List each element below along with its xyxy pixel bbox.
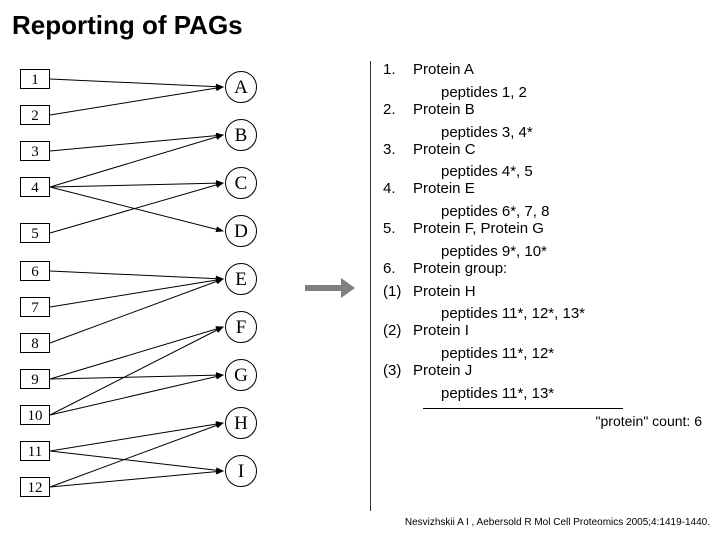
list-label: Protein F, Protein G bbox=[413, 220, 544, 237]
list-sub: peptides 9*, 10* bbox=[383, 243, 710, 260]
list-number: 1. bbox=[383, 61, 413, 80]
list-item: (2)Protein I bbox=[383, 322, 710, 341]
list-number: 4. bbox=[383, 180, 413, 199]
list-sub: peptides 1, 2 bbox=[383, 84, 710, 101]
peptide-box: 6 bbox=[20, 261, 50, 281]
list-label: Protein H bbox=[413, 283, 476, 300]
list-number: 5. bbox=[383, 220, 413, 239]
list-label: Protein A bbox=[413, 61, 474, 78]
list-label: Protein group: bbox=[413, 260, 507, 277]
protein-circle: I bbox=[225, 455, 257, 487]
list-number: (1) bbox=[383, 283, 413, 302]
citation-text: Nesvizhskii A I , Aebersold R Mol Cell P… bbox=[401, 516, 714, 529]
peptide-box: 5 bbox=[20, 223, 50, 243]
protein-circle: F bbox=[225, 311, 257, 343]
list-sub: peptides 3, 4* bbox=[383, 124, 710, 141]
list-label: Protein B bbox=[413, 101, 475, 118]
protein-circle: H bbox=[225, 407, 257, 439]
list-sub: peptides 11*, 12*, 13* bbox=[383, 305, 710, 322]
peptide-box: 8 bbox=[20, 333, 50, 353]
list-number: 3. bbox=[383, 141, 413, 160]
protein-circle: D bbox=[225, 215, 257, 247]
list-sub: peptides 4*, 5 bbox=[383, 163, 710, 180]
list-number: 6. bbox=[383, 260, 413, 279]
peptide-box: 10 bbox=[20, 405, 50, 425]
protein-count: "protein" count: 6 bbox=[383, 413, 710, 429]
peptide-box: 7 bbox=[20, 297, 50, 317]
diagram-content: 123456789101112ABCDEFGHI 1.Protein Apept… bbox=[0, 51, 720, 531]
protein-list: 1.Protein A peptides 1, 22.Protein B pepti… bbox=[370, 61, 710, 511]
list-item: 3.Protein C bbox=[383, 141, 710, 160]
arrow-icon bbox=[305, 276, 355, 300]
peptide-box: 12 bbox=[20, 477, 50, 497]
list-label: Protein I bbox=[413, 322, 469, 339]
list-sub: peptides 6*, 7, 8 bbox=[383, 203, 710, 220]
list-sub: peptides 11*, 12* bbox=[383, 345, 710, 362]
peptide-box: 9 bbox=[20, 369, 50, 389]
peptide-box: 1 bbox=[20, 69, 50, 89]
protein-circle: E bbox=[225, 263, 257, 295]
list-item: (1)Protein H bbox=[383, 283, 710, 302]
peptide-box: 11 bbox=[20, 441, 50, 461]
list-item: 4.Protein E bbox=[383, 180, 710, 199]
list-label: Protein E bbox=[413, 180, 475, 197]
list-item: (3)Protein J bbox=[383, 362, 710, 381]
peptide-box: 4 bbox=[20, 177, 50, 197]
list-label: Protein J bbox=[413, 362, 472, 379]
divider bbox=[423, 408, 623, 409]
list-item: 5.Protein F, Protein G bbox=[383, 220, 710, 239]
list-item: 1.Protein A bbox=[383, 61, 710, 80]
peptide-box: 2 bbox=[20, 105, 50, 125]
list-number: (3) bbox=[383, 362, 413, 381]
list-item: 6.Protein group: bbox=[383, 260, 710, 279]
edge-layer bbox=[20, 61, 350, 521]
protein-circle: C bbox=[225, 167, 257, 199]
list-label: Protein C bbox=[413, 141, 476, 158]
peptide-box: 3 bbox=[20, 141, 50, 161]
list-number: 2. bbox=[383, 101, 413, 120]
list-number: (2) bbox=[383, 322, 413, 341]
mapping-diagram: 123456789101112ABCDEFGHI bbox=[20, 61, 350, 511]
protein-circle: G bbox=[225, 359, 257, 391]
protein-circle: B bbox=[225, 119, 257, 151]
protein-circle: A bbox=[225, 71, 257, 103]
page-title: Reporting of PAGs bbox=[0, 0, 720, 51]
list-sub: peptides 11*, 13* bbox=[383, 385, 710, 402]
list-item: 2.Protein B bbox=[383, 101, 710, 120]
